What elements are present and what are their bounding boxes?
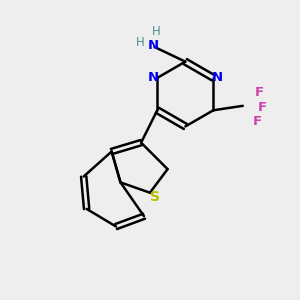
Text: N: N xyxy=(148,71,159,84)
Text: N: N xyxy=(212,71,223,84)
Text: N: N xyxy=(147,39,158,52)
Text: H: H xyxy=(136,36,145,49)
Text: F: F xyxy=(257,101,266,114)
Text: S: S xyxy=(150,190,160,204)
Text: F: F xyxy=(253,115,262,128)
Text: F: F xyxy=(254,86,264,99)
Text: H: H xyxy=(152,25,160,38)
